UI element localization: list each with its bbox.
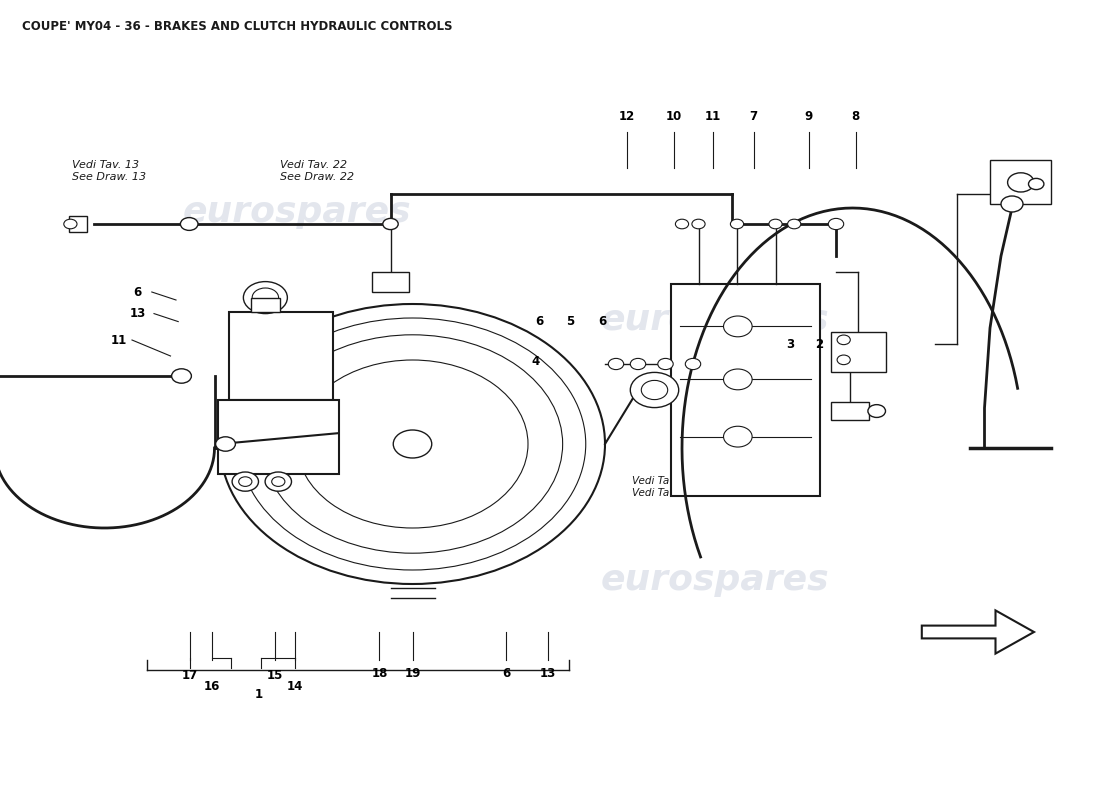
Circle shape — [724, 426, 752, 447]
Circle shape — [675, 219, 689, 229]
Circle shape — [692, 219, 705, 229]
Circle shape — [243, 282, 287, 314]
FancyBboxPatch shape — [372, 272, 409, 292]
Polygon shape — [922, 610, 1034, 654]
Circle shape — [1028, 178, 1044, 190]
Text: 13: 13 — [540, 667, 556, 680]
Text: 1: 1 — [254, 688, 263, 701]
Text: 9: 9 — [804, 110, 813, 122]
Circle shape — [724, 316, 752, 337]
Circle shape — [232, 472, 258, 491]
Text: 16: 16 — [205, 680, 220, 693]
Text: 19: 19 — [405, 667, 420, 680]
Text: 8: 8 — [851, 110, 860, 122]
Text: eurospares: eurospares — [601, 303, 829, 337]
Circle shape — [837, 335, 850, 345]
Circle shape — [868, 405, 886, 418]
Text: Vedi Tav. 24 - See Draw. 24
Vedi Tav. 25 - See Draw. 25: Vedi Tav. 24 - See Draw. 24 Vedi Tav. 25… — [632, 476, 774, 498]
Text: Vedi Tav. 22
See Draw. 22: Vedi Tav. 22 See Draw. 22 — [280, 160, 354, 182]
Circle shape — [608, 358, 624, 370]
Text: 13: 13 — [130, 307, 145, 320]
Circle shape — [394, 430, 431, 458]
Circle shape — [216, 437, 235, 451]
Text: 12: 12 — [619, 110, 635, 122]
Text: 11: 11 — [705, 110, 720, 122]
FancyBboxPatch shape — [229, 312, 333, 400]
Circle shape — [828, 218, 844, 230]
FancyBboxPatch shape — [218, 400, 339, 474]
Text: 7: 7 — [749, 110, 758, 122]
Bar — [69, 216, 87, 232]
Text: 6: 6 — [502, 667, 510, 680]
Circle shape — [685, 358, 701, 370]
FancyBboxPatch shape — [990, 160, 1050, 204]
Text: 10: 10 — [667, 110, 682, 122]
Text: 2: 2 — [815, 338, 824, 350]
Circle shape — [64, 219, 77, 229]
Text: 6: 6 — [535, 315, 543, 328]
Text: eurospares: eurospares — [183, 195, 411, 229]
Text: Vedi Tav. 13
See Draw. 13: Vedi Tav. 13 See Draw. 13 — [72, 160, 145, 182]
Circle shape — [252, 288, 278, 307]
Circle shape — [837, 355, 850, 365]
Text: MIN: MIN — [290, 361, 303, 366]
Text: 5: 5 — [565, 315, 574, 328]
Circle shape — [239, 477, 252, 486]
Circle shape — [630, 373, 679, 408]
Text: COUPE' MY04 - 36 - BRAKES AND CLUTCH HYDRAULIC CONTROLS: COUPE' MY04 - 36 - BRAKES AND CLUTCH HYD… — [22, 20, 452, 33]
Text: 4: 4 — [531, 355, 540, 368]
Text: 6: 6 — [133, 286, 142, 298]
Circle shape — [658, 358, 673, 370]
Circle shape — [641, 381, 668, 400]
Text: MAX: MAX — [289, 339, 304, 344]
Circle shape — [220, 304, 605, 584]
Text: 11: 11 — [111, 334, 126, 346]
FancyBboxPatch shape — [830, 332, 886, 372]
FancyBboxPatch shape — [671, 284, 820, 496]
Circle shape — [724, 369, 752, 390]
Circle shape — [1008, 173, 1034, 192]
Circle shape — [769, 219, 782, 229]
Circle shape — [730, 219, 744, 229]
Text: 15: 15 — [267, 669, 283, 682]
Circle shape — [630, 358, 646, 370]
Text: 18: 18 — [372, 667, 387, 680]
Circle shape — [180, 218, 198, 230]
Text: 17: 17 — [183, 669, 198, 682]
Text: 6: 6 — [598, 315, 607, 328]
Text: 3: 3 — [785, 338, 794, 350]
Text: eurospares: eurospares — [601, 563, 829, 597]
Circle shape — [1001, 196, 1023, 212]
Text: 14: 14 — [287, 680, 303, 693]
Circle shape — [265, 472, 292, 491]
FancyBboxPatch shape — [830, 402, 869, 420]
Circle shape — [383, 218, 398, 230]
Circle shape — [172, 369, 191, 383]
Circle shape — [272, 477, 285, 486]
Bar — [251, 298, 279, 312]
Circle shape — [788, 219, 801, 229]
